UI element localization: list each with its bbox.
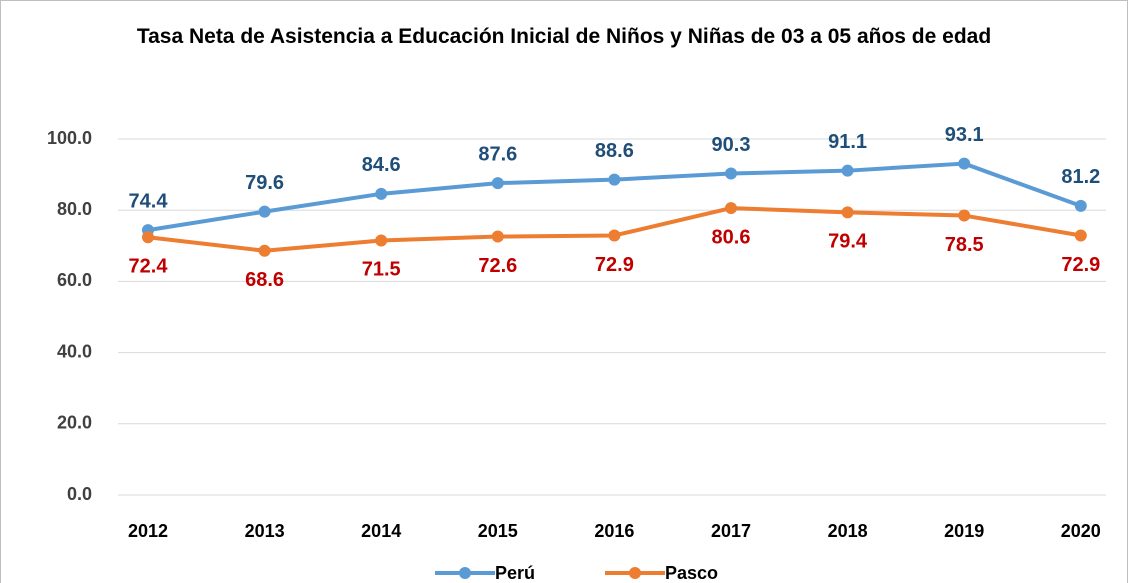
- data-label: 93.1: [945, 124, 984, 146]
- data-point: [608, 173, 621, 186]
- x-tick-label: 2013: [245, 521, 285, 541]
- chart-title: Tasa Neta de Asistencia a Educación Inic…: [136, 25, 992, 48]
- data-point: [725, 167, 737, 180]
- data-label: 87.6: [478, 143, 517, 165]
- data-label: 74.4: [129, 190, 169, 212]
- x-tick-label: 2020: [1061, 521, 1101, 541]
- data-point: [258, 244, 271, 257]
- x-tick-label: 2012: [128, 521, 168, 541]
- data-label: 72.9: [1061, 254, 1100, 276]
- data-label: 84.6: [362, 154, 401, 176]
- data-label: 81.2: [1061, 166, 1100, 188]
- data-point: [1074, 199, 1087, 212]
- data-point: [958, 209, 971, 222]
- data-label: 72.4: [129, 256, 169, 278]
- data-point: [725, 202, 737, 215]
- y-tick-label: 100.0: [47, 128, 92, 148]
- data-point: [258, 205, 271, 218]
- data-label: 72.9: [595, 254, 634, 276]
- data-label: 78.5: [945, 234, 984, 256]
- data-label: 90.3: [712, 134, 751, 156]
- data-point: [608, 229, 621, 242]
- data-point: [375, 187, 388, 200]
- data-point: [1074, 229, 1087, 242]
- data-point: [142, 231, 154, 244]
- x-tick-label: 2015: [478, 521, 518, 541]
- legend-marker: [629, 567, 641, 579]
- data-point: [491, 177, 504, 190]
- series-line: [147, 206, 1082, 253]
- legend-label: Perú: [495, 563, 535, 583]
- y-tick-label: 60.0: [57, 270, 92, 290]
- data-label: 71.5: [362, 259, 401, 281]
- x-tick-label: 2017: [711, 521, 751, 541]
- x-tick-label: 2019: [944, 521, 984, 541]
- data-point: [958, 157, 971, 170]
- data-point: [841, 164, 854, 177]
- x-tick-label: 2014: [361, 521, 401, 541]
- x-tick-label: 2018: [828, 521, 868, 541]
- legend-marker: [459, 567, 471, 579]
- y-tick-label: 20.0: [57, 413, 92, 433]
- x-tick-label: 2016: [594, 521, 634, 541]
- data-point: [491, 230, 504, 243]
- data-label: 88.6: [595, 140, 634, 162]
- y-tick-label: 40.0: [57, 341, 92, 361]
- legend-label: Pasco: [665, 563, 718, 583]
- data-label: 79.6: [245, 172, 284, 194]
- data-point: [841, 206, 854, 219]
- data-label: 80.6: [712, 226, 751, 248]
- data-label: 91.1: [828, 131, 867, 153]
- data-point: [375, 234, 388, 247]
- data-label: 68.6: [245, 269, 284, 291]
- data-label: 79.4: [828, 231, 868, 253]
- data-label: 72.6: [478, 255, 517, 277]
- series-line: [147, 161, 1082, 233]
- y-tick-label: 0.0: [67, 484, 92, 504]
- y-tick-label: 80.0: [57, 199, 92, 219]
